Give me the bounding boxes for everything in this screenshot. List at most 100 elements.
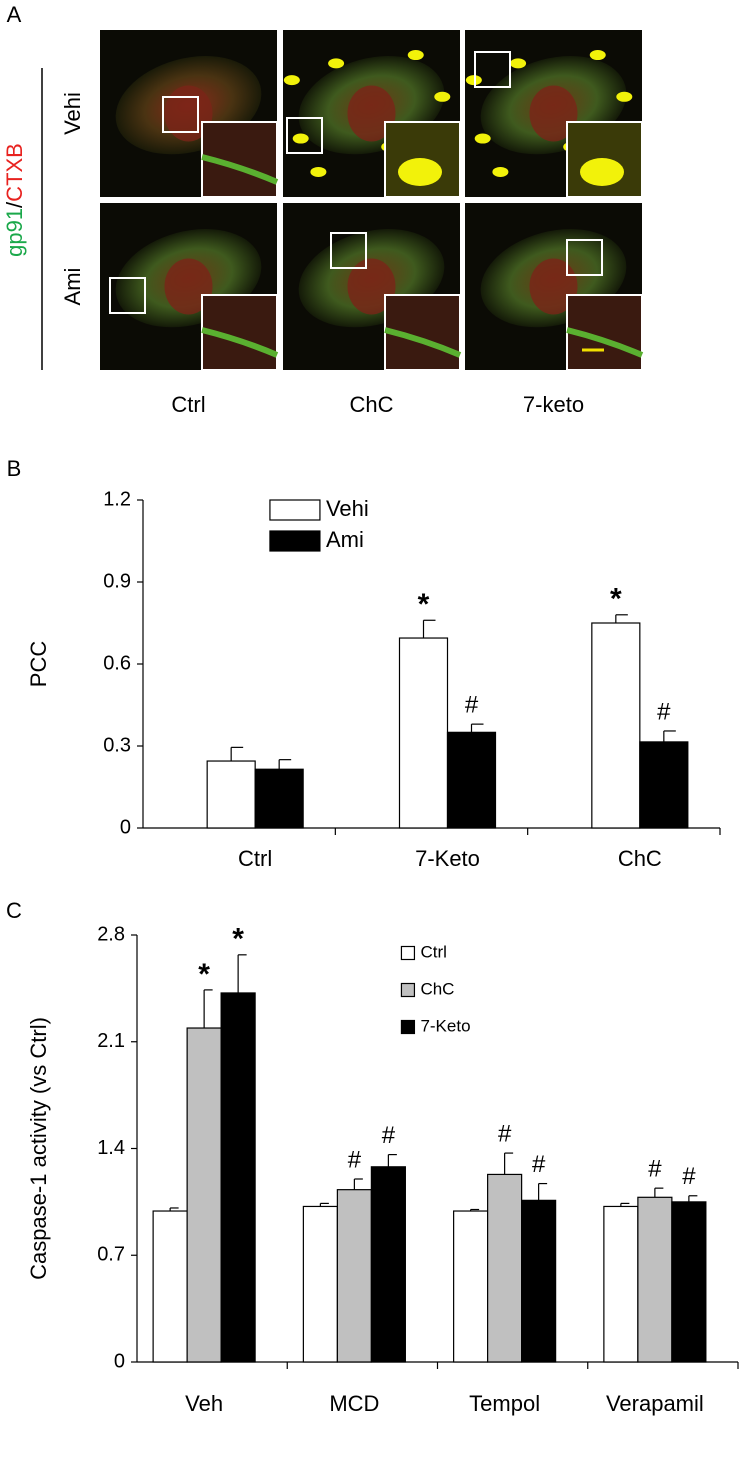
significance-mark: * <box>232 923 244 956</box>
column-label: 7-keto <box>523 392 584 417</box>
y-tick-label: 0 <box>120 816 131 838</box>
bar <box>302 1205 338 1363</box>
micrograph <box>100 30 279 198</box>
significance-mark: * <box>610 583 622 616</box>
micrograph <box>465 30 643 198</box>
significance-mark: # <box>382 1122 396 1149</box>
roi-box <box>109 277 146 314</box>
inset-membrane <box>201 327 279 358</box>
row-label: Ami <box>60 268 85 306</box>
puncta <box>510 58 527 69</box>
micrograph <box>283 203 462 371</box>
nucleus <box>347 85 396 142</box>
bar <box>487 1173 523 1363</box>
y-tick-label: 0.7 <box>97 1244 125 1266</box>
row-label: Vehi <box>60 92 85 135</box>
puncta <box>310 166 327 177</box>
significance-mark: # <box>348 1146 362 1173</box>
stain-part: gp91 <box>2 208 27 257</box>
panel-label: B <box>7 456 22 481</box>
puncta <box>292 133 309 144</box>
legend-swatch <box>400 982 416 998</box>
puncta <box>589 50 606 61</box>
y-tick-label: 1.4 <box>97 1137 125 1159</box>
y-axis-label: Caspase-1 activity (vs Ctrl) <box>26 1017 51 1280</box>
bar <box>603 1205 639 1363</box>
roi-box <box>330 232 367 269</box>
y-tick-label: 2.1 <box>97 1030 125 1052</box>
roi-box <box>474 51 511 88</box>
x-tick-label: Tempol <box>469 1391 540 1416</box>
inset-membrane <box>384 327 462 358</box>
puncta <box>434 91 451 102</box>
bar <box>336 1189 372 1363</box>
roi-box <box>162 96 199 133</box>
bar <box>671 1201 707 1363</box>
x-tick-label: Verapamil <box>606 1391 704 1416</box>
x-tick-label: Veh <box>185 1391 223 1416</box>
nucleus <box>529 258 578 315</box>
micrograph <box>465 203 644 371</box>
bar <box>206 760 256 829</box>
legend-swatch <box>400 1019 416 1035</box>
micrograph <box>283 30 461 198</box>
inset-puncta <box>398 158 442 186</box>
significance-mark: # <box>657 698 671 725</box>
bar <box>521 1199 557 1363</box>
x-tick-label: 7-Keto <box>415 846 480 871</box>
stain-label: gp91/CTXB <box>2 143 27 257</box>
micrograph <box>100 203 279 371</box>
x-tick-label: ChC <box>618 846 662 871</box>
nucleus <box>164 85 213 142</box>
legend-swatch <box>269 499 321 521</box>
legend-label: ChC <box>420 979 454 998</box>
bar <box>254 768 304 829</box>
bar <box>637 1196 673 1363</box>
y-tick-label: 2.8 <box>97 923 125 945</box>
inset-membrane <box>566 327 644 358</box>
inset-puncta <box>580 158 624 186</box>
bar <box>398 637 449 829</box>
panel-label: C <box>6 898 22 923</box>
stain-part: / <box>2 201 27 208</box>
y-tick-label: 0.9 <box>103 570 131 592</box>
y-axis-label: PCC <box>26 641 51 688</box>
bar <box>220 992 256 1363</box>
stain-part: CTXB <box>2 143 27 202</box>
puncta <box>465 75 482 86</box>
inset-membrane <box>201 154 279 185</box>
puncta <box>616 91 633 102</box>
nucleus <box>347 258 396 315</box>
legend-label: 7-Keto <box>420 1016 470 1035</box>
bar <box>591 622 641 829</box>
bar <box>639 741 689 829</box>
bar <box>453 1210 489 1363</box>
y-tick-label: 0.3 <box>103 734 131 756</box>
bar <box>186 1027 222 1363</box>
column-label: Ctrl <box>171 392 205 417</box>
x-tick-label: MCD <box>329 1391 379 1416</box>
nucleus <box>164 258 213 315</box>
legend-label: Vehi <box>326 496 369 521</box>
roi-box <box>286 117 323 154</box>
legend-swatch <box>400 945 416 961</box>
x-tick-label: Ctrl <box>238 846 272 871</box>
significance-mark: * <box>418 588 430 621</box>
panel-label: A <box>7 2 22 27</box>
y-tick-label: 1.2 <box>103 488 131 510</box>
significance-mark: # <box>498 1120 512 1147</box>
column-label: ChC <box>349 392 393 417</box>
y-tick-label: 0 <box>114 1350 125 1372</box>
puncta <box>407 50 424 61</box>
puncta <box>328 58 345 69</box>
puncta <box>283 75 300 86</box>
roi-box <box>566 239 603 276</box>
significance-mark: * <box>198 958 210 991</box>
y-tick-label: 0.6 <box>103 652 131 674</box>
significance-mark: # <box>465 691 479 718</box>
puncta <box>474 133 491 144</box>
significance-mark: # <box>532 1151 546 1178</box>
bar <box>152 1210 188 1363</box>
nucleus <box>529 85 578 142</box>
legend-label: Ctrl <box>420 942 446 961</box>
